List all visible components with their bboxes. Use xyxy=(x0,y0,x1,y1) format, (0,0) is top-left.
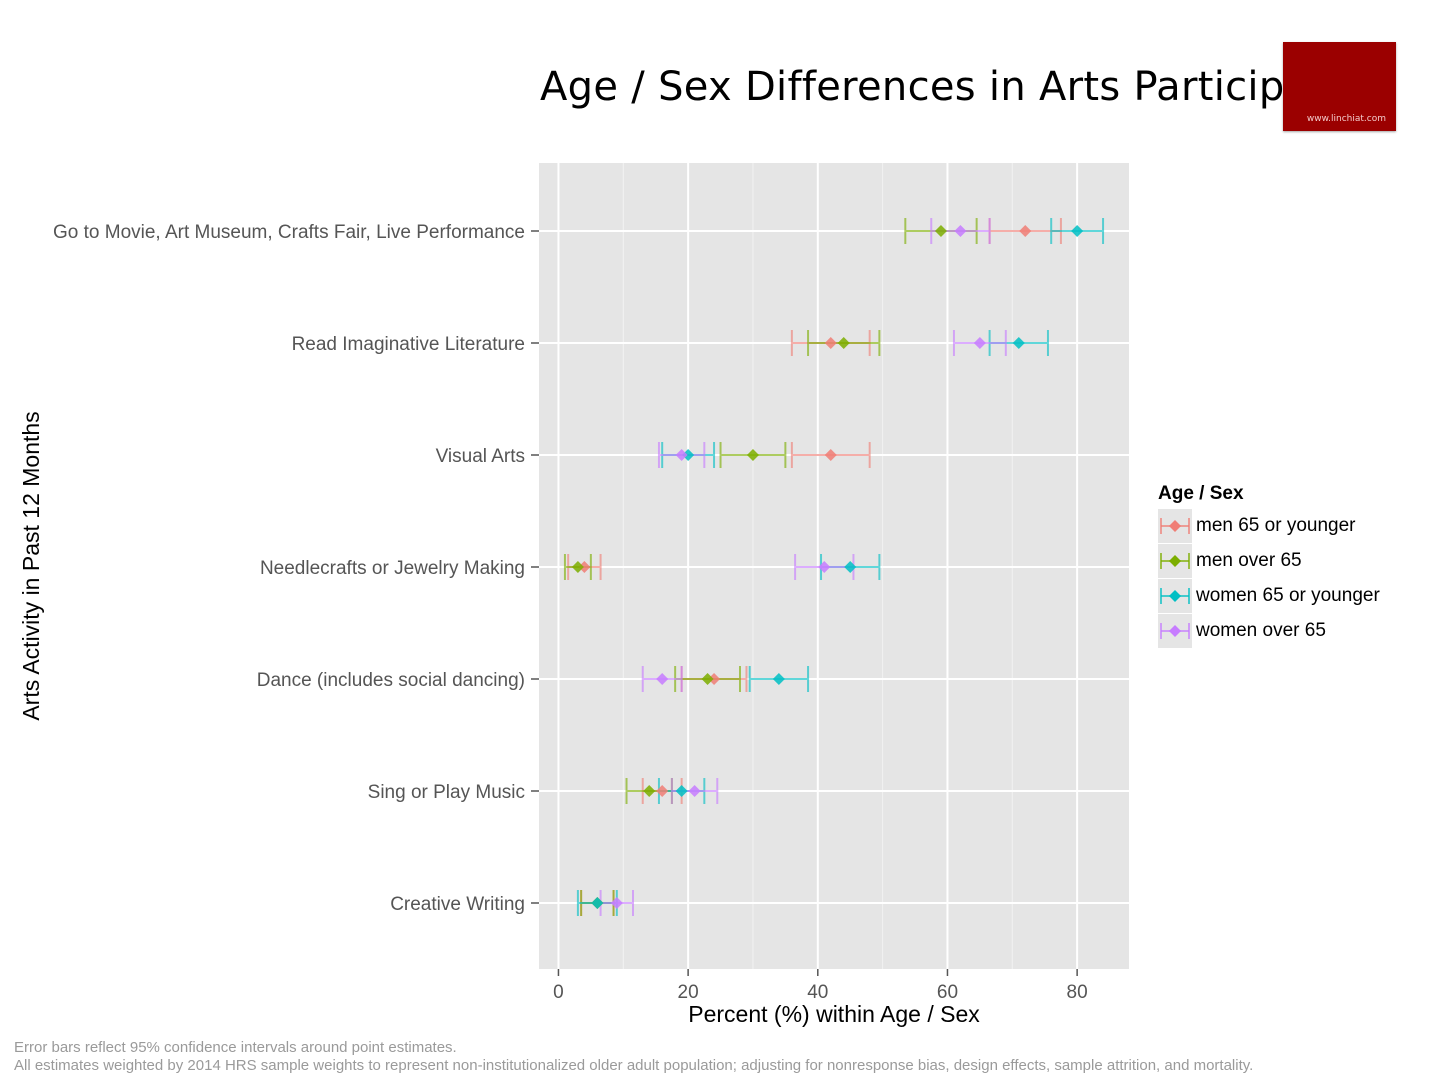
x-tick-label: 40 xyxy=(807,982,828,1003)
data-point xyxy=(656,785,669,797)
data-point xyxy=(643,785,656,797)
legend-label: women over 65 xyxy=(1196,620,1326,641)
legend-key xyxy=(1158,614,1192,648)
logo-text: www.linchiat.com xyxy=(1306,114,1386,124)
footnote-2: All estimates weighted by 2014 HRS sampl… xyxy=(14,1057,1254,1074)
data-point xyxy=(675,449,688,461)
logo: www.linchiat.com xyxy=(1283,42,1396,131)
data-point xyxy=(688,785,701,797)
data-point xyxy=(708,673,721,685)
data-point xyxy=(1071,225,1084,237)
series-points xyxy=(591,225,1084,909)
data-point xyxy=(682,449,695,461)
data-point xyxy=(954,225,967,237)
legend-title: Age / Sex xyxy=(1158,483,1244,504)
x-tick-label: 60 xyxy=(937,982,958,1003)
legend-key xyxy=(1158,579,1192,613)
data-point xyxy=(824,449,837,461)
data-point xyxy=(1019,225,1032,237)
x-axis-labels: 0 20 40 60 80 xyxy=(553,969,1088,1003)
data-point xyxy=(571,561,584,573)
y-tick-label: Go to Movie, Art Museum, Crafts Fair, Li… xyxy=(53,222,525,243)
data-point xyxy=(591,897,604,909)
legend-label: men 65 or younger xyxy=(1196,515,1356,536)
legend-item: men over 65 xyxy=(1158,544,1418,578)
legend-key xyxy=(1158,544,1192,578)
footnote-1: Error bars reflect 95% confidence interv… xyxy=(14,1039,457,1056)
data-point xyxy=(844,561,857,573)
y-tick-label: Visual Arts xyxy=(436,446,525,467)
data-point xyxy=(675,785,688,797)
data-point xyxy=(610,897,623,909)
data-marks xyxy=(563,218,1105,916)
y-tick-label: Sing or Play Music xyxy=(368,782,525,803)
data-point xyxy=(973,337,986,349)
x-tick-label: 20 xyxy=(678,982,699,1003)
data-point xyxy=(818,561,831,573)
legend-key xyxy=(1158,509,1192,543)
legend-item: women 65 or younger xyxy=(1158,579,1418,613)
data-point xyxy=(746,449,759,461)
y-axis-title: Arts Activity in Past 12 Months xyxy=(18,411,44,720)
series-points xyxy=(578,225,1032,909)
legend-item: women over 65 xyxy=(1158,614,1418,648)
data-point xyxy=(1012,337,1025,349)
x-tick-label: 0 xyxy=(553,982,564,1003)
y-tick-label: Dance (includes social dancing) xyxy=(257,670,525,691)
legend-item: men 65 or younger xyxy=(1158,509,1418,543)
data-point xyxy=(837,337,850,349)
data-point xyxy=(772,673,785,685)
x-axis-title: Percent (%) within Age / Sex xyxy=(688,1001,980,1027)
data-point xyxy=(934,225,947,237)
x-tick-label: 80 xyxy=(1067,982,1088,1003)
legend-label: women 65 or younger xyxy=(1196,585,1380,606)
y-tick-label: Needlecrafts or Jewelry Making xyxy=(260,558,525,579)
y-tick-label: Read Imaginative Literature xyxy=(292,334,525,355)
y-axis-labels: Go to Movie, Art Museum, Crafts Fair, Li… xyxy=(53,222,539,915)
series-points xyxy=(610,225,986,909)
data-point xyxy=(824,337,837,349)
y-tick-label: Creative Writing xyxy=(390,894,525,915)
data-point xyxy=(578,561,591,573)
legend-label: men over 65 xyxy=(1196,550,1302,571)
data-point xyxy=(701,673,714,685)
data-point xyxy=(656,673,669,685)
chart-title: Age / Sex Differences in Arts Participat… xyxy=(540,64,1388,110)
